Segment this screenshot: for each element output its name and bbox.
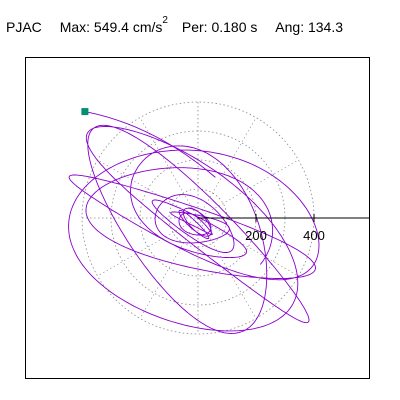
grid-spoke — [197, 159, 299, 219]
orbit-path — [68, 124, 320, 334]
plot-header: PJAC Max: 549.4 cm/s2 Per: 0.180 s Ang: … — [6, 15, 344, 35]
angle-label: Ang: — [275, 18, 305, 35]
max-number: 549.4 — [93, 18, 129, 35]
grid-spoke — [139, 117, 199, 219]
period-value: 0.180 s — [211, 18, 258, 35]
max-label: Max: — [59, 18, 91, 35]
tick-label-200: 200 — [245, 228, 267, 243]
radial-ticks: 200 400 — [245, 214, 325, 243]
max-marker — [81, 108, 89, 116]
max-point-marker — [81, 108, 89, 116]
angle-value: 134.3 — [307, 18, 344, 35]
tick-label-400: 400 — [303, 228, 325, 243]
grid-spoke — [97, 159, 199, 219]
orbit-peak-segment — [84, 111, 216, 178]
grid-spoke — [97, 217, 199, 277]
max-units-exponent: 2 — [162, 15, 168, 26]
station-code: PJAC — [6, 18, 42, 35]
grid-spoke — [197, 217, 299, 277]
grid-spoke — [139, 217, 199, 319]
orbit-trace — [68, 111, 320, 334]
max-units: cm/s — [132, 18, 163, 35]
grid-spoke — [197, 217, 257, 319]
max-value: 549.4 cm/s2 — [93, 15, 168, 35]
period-label: Per: — [181, 18, 208, 35]
grid-spoke — [197, 117, 257, 219]
